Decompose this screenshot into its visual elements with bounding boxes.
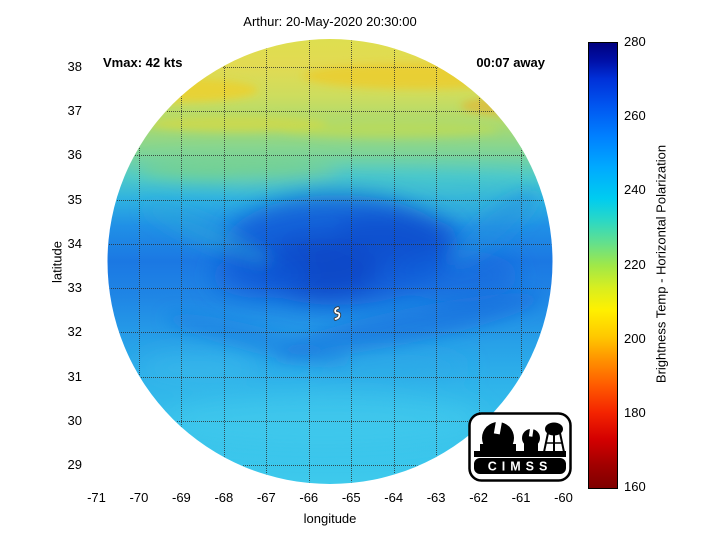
logo-text-band [474, 458, 566, 474]
y-tick-label: 31 [67, 368, 82, 384]
observatory-dome-large-icon [480, 420, 516, 454]
x-tick-label: -62 [469, 490, 488, 505]
storm-center-marker [333, 306, 342, 321]
y-tick-label: 36 [67, 147, 82, 163]
plot-area [88, 38, 572, 485]
x-tick-label: -65 [341, 490, 361, 505]
southern-cyan-region [138, 352, 483, 446]
countdown-label: 00:07 away [476, 55, 545, 70]
colorbar [588, 42, 618, 489]
colorbar-tick-label: 180 [624, 404, 646, 420]
logo-text: CIMSS [488, 460, 553, 474]
colorbar-tick-label: 220 [624, 256, 646, 272]
x-tick-label: -63 [426, 490, 446, 505]
colorbar-tick-label: 240 [624, 182, 646, 198]
x-tick-label: -66 [299, 490, 319, 505]
x-tick-label: -67 [256, 490, 276, 505]
colorbar-tick-label: 160 [624, 479, 646, 494]
x-tick-label: -60 [554, 490, 573, 505]
y-tick-label: 32 [67, 324, 82, 340]
y-tick-label: 29 [67, 457, 82, 473]
y-tick-label: 33 [67, 280, 82, 296]
satellite-swath-image [107, 39, 553, 484]
y-tick-label: 30 [67, 412, 82, 428]
x-axis-label: longitude [303, 511, 357, 526]
water-tower-icon [543, 422, 565, 453]
colorbar-tick-label: 280 [624, 34, 646, 49]
x-tick-label: -71 [87, 490, 106, 505]
colorbar-tick-label: 200 [624, 330, 646, 346]
y-tick-label: 37 [67, 103, 82, 119]
x-tick-label: -61 [511, 490, 531, 505]
plot-title: Arthur: 20-May-2020 20:30:00 [243, 14, 417, 29]
y-tick-label: 38 [67, 58, 82, 74]
x-tick-label: -64 [384, 490, 404, 505]
y-tick-label: 34 [67, 235, 82, 251]
vmax-label: Vmax: 42 kts [103, 55, 183, 70]
colorbar-tick-label: 260 [624, 108, 646, 124]
x-tick-label: -70 [129, 490, 149, 505]
observatory-dome-small-icon [522, 428, 540, 452]
spiral-rainbands [143, 190, 541, 367]
x-tick-label: -68 [214, 490, 234, 505]
cimss-logo: CIMSS [468, 412, 572, 482]
logo-ground [474, 451, 566, 457]
y-tick-label: 35 [67, 191, 82, 207]
x-tick-label: -69 [171, 490, 191, 505]
